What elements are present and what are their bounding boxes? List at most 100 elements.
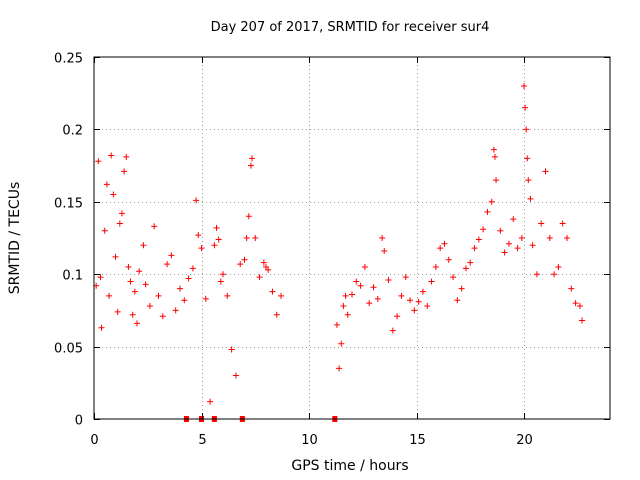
data-point — [475, 236, 482, 243]
data-point — [159, 313, 166, 320]
data-point — [168, 252, 175, 259]
data-point — [224, 292, 231, 299]
data-point — [505, 240, 512, 247]
data-point — [370, 284, 377, 291]
data-point — [181, 297, 188, 304]
data-point — [151, 223, 158, 230]
y-tick-label: 0.2 — [62, 124, 83, 139]
data-point — [493, 177, 500, 184]
data-point — [198, 245, 205, 252]
x-axis-label: GPS time / hours — [291, 458, 408, 474]
data-point — [437, 245, 444, 252]
data-point — [118, 210, 125, 217]
data-point — [564, 235, 570, 241]
data-point — [108, 152, 115, 159]
data-point — [394, 313, 401, 320]
data-point — [260, 259, 267, 266]
data-point — [114, 308, 121, 315]
data-point — [353, 278, 360, 285]
data-point — [207, 398, 214, 405]
data-point — [202, 295, 209, 302]
data-point — [462, 265, 469, 272]
data-point — [480, 226, 487, 233]
data-point — [106, 292, 113, 299]
data-point — [185, 275, 192, 282]
data-point — [349, 291, 355, 298]
data-point — [501, 249, 508, 256]
data-point — [555, 263, 562, 270]
data-point — [342, 292, 349, 299]
data-point — [237, 261, 244, 268]
data-point — [533, 271, 540, 278]
data-point — [398, 292, 405, 299]
data-point — [278, 292, 285, 299]
data-point — [491, 153, 498, 160]
data-point — [101, 227, 108, 234]
data-point — [428, 278, 435, 285]
data-point — [220, 271, 226, 278]
data-point — [385, 276, 392, 283]
data-point — [193, 197, 200, 204]
data-point — [424, 303, 431, 310]
data-point — [488, 198, 495, 205]
data-point — [338, 340, 345, 347]
data-point — [146, 303, 153, 310]
data-point — [98, 324, 105, 331]
data-point — [523, 126, 530, 133]
data-point — [551, 271, 558, 278]
data-point — [155, 292, 162, 299]
data-point — [245, 213, 252, 220]
data-point — [471, 245, 478, 252]
data-point — [467, 259, 474, 266]
data-point — [441, 240, 448, 247]
data-point — [522, 104, 529, 111]
data-point — [546, 235, 553, 241]
data-point — [411, 307, 418, 314]
data-point — [521, 82, 527, 89]
data-point — [232, 372, 239, 379]
data-point — [374, 295, 381, 302]
data-point — [129, 311, 136, 318]
data-point — [116, 220, 123, 227]
data-point — [103, 181, 110, 188]
data-point — [432, 263, 439, 270]
data-point — [518, 235, 525, 241]
data-point — [112, 253, 119, 260]
data-point — [177, 285, 183, 292]
data-point — [490, 146, 497, 153]
data-point — [217, 278, 224, 285]
y-tick-label: 0 — [75, 414, 83, 429]
data-point — [514, 245, 521, 252]
data-point — [542, 168, 549, 175]
data-point — [241, 256, 248, 263]
data-point — [510, 216, 517, 223]
data-point — [213, 224, 220, 231]
data-point — [361, 263, 368, 270]
data-point — [125, 263, 132, 270]
data-point — [458, 285, 465, 292]
data-points — [93, 82, 586, 405]
data-point — [249, 155, 256, 162]
data-point — [524, 155, 531, 162]
y-tick-label: 0.1 — [62, 269, 83, 284]
data-point — [140, 242, 147, 249]
data-point — [484, 208, 491, 215]
data-point — [572, 300, 579, 307]
data-point — [123, 153, 130, 160]
x-tick-label: 0 — [90, 433, 98, 448]
data-point — [136, 268, 143, 275]
data-point — [407, 297, 414, 304]
data-point — [576, 303, 583, 310]
x-tick-label: 5 — [198, 433, 206, 448]
data-point — [256, 274, 263, 281]
data-point — [559, 220, 566, 227]
x-tick-label: 15 — [409, 433, 426, 448]
data-point — [568, 285, 575, 292]
data-point — [379, 235, 386, 241]
data-point — [538, 220, 545, 227]
data-point — [228, 346, 235, 353]
data-point — [164, 261, 171, 268]
data-point — [121, 168, 128, 175]
data-point — [527, 195, 534, 202]
data-point — [247, 162, 254, 169]
